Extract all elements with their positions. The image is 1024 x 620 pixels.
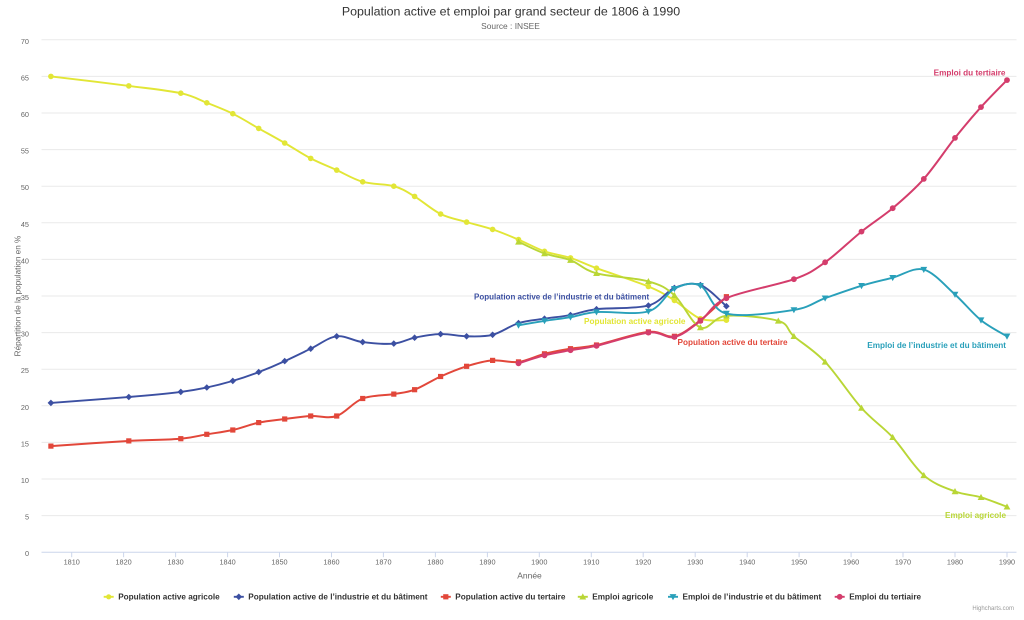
svg-text:70: 70 — [21, 37, 29, 46]
svg-text:1990: 1990 — [999, 558, 1015, 567]
svg-text:10: 10 — [21, 476, 29, 485]
svg-text:1980: 1980 — [947, 558, 963, 567]
svg-text:Population active du tertaire: Population active du tertaire — [455, 593, 566, 602]
svg-text:1910: 1910 — [583, 558, 599, 567]
svg-text:Population active agricole: Population active agricole — [584, 317, 686, 326]
svg-text:55: 55 — [21, 147, 29, 156]
svg-text:1940: 1940 — [739, 558, 755, 567]
svg-text:Source : INSEE: Source : INSEE — [481, 21, 540, 31]
svg-text:1830: 1830 — [167, 558, 183, 567]
svg-text:1920: 1920 — [635, 558, 651, 567]
svg-text:15: 15 — [21, 439, 29, 448]
svg-text:1820: 1820 — [115, 558, 131, 567]
svg-text:Population active agricole: Population active agricole — [118, 593, 220, 602]
svg-text:Population active de l’industr: Population active de l’industrie et du b… — [474, 292, 649, 301]
svg-text:1970: 1970 — [895, 558, 911, 567]
svg-text:65: 65 — [21, 73, 29, 82]
svg-text:1840: 1840 — [219, 558, 235, 567]
svg-text:1860: 1860 — [323, 558, 339, 567]
svg-text:1950: 1950 — [791, 558, 807, 567]
svg-text:50: 50 — [21, 183, 29, 192]
svg-text:1880: 1880 — [427, 558, 443, 567]
svg-text:Répartition de la population e: Répartition de la population en % — [14, 236, 23, 357]
svg-text:0: 0 — [25, 549, 29, 558]
svg-text:40: 40 — [21, 256, 29, 265]
svg-text:Emploi agricole: Emploi agricole — [945, 511, 1006, 520]
svg-text:1810: 1810 — [64, 558, 80, 567]
svg-text:1890: 1890 — [479, 558, 495, 567]
svg-text:Highcharts.com: Highcharts.com — [972, 606, 1014, 612]
svg-text:Population active de l’industr: Population active de l’industrie et du b… — [248, 593, 428, 602]
svg-text:Population active du tertaire: Population active du tertaire — [678, 338, 789, 347]
svg-text:5: 5 — [25, 513, 29, 522]
svg-text:1960: 1960 — [843, 558, 859, 567]
svg-text:Emploi de l’industrie et du bâ: Emploi de l’industrie et du bâtiment — [683, 593, 822, 602]
svg-text:Emploi du tertiaire: Emploi du tertiaire — [934, 68, 1006, 77]
svg-text:Emploi du tertiaire: Emploi du tertiaire — [849, 593, 921, 602]
svg-text:1870: 1870 — [375, 558, 391, 567]
svg-text:20: 20 — [21, 403, 29, 412]
svg-text:Emploi de l’industrie et du bâ: Emploi de l’industrie et du bâtiment — [867, 341, 1006, 350]
svg-text:Emploi agricole: Emploi agricole — [592, 593, 653, 602]
svg-text:1930: 1930 — [687, 558, 703, 567]
svg-text:60: 60 — [21, 110, 29, 119]
svg-text:30: 30 — [21, 330, 29, 339]
svg-text:25: 25 — [21, 366, 29, 375]
svg-text:45: 45 — [21, 220, 29, 229]
svg-text:Année: Année — [517, 570, 542, 580]
svg-text:1850: 1850 — [271, 558, 287, 567]
svg-text:Population active et emploi pa: Population active et emploi par grand se… — [342, 5, 680, 19]
svg-text:35: 35 — [21, 293, 29, 302]
svg-text:1900: 1900 — [531, 558, 547, 567]
